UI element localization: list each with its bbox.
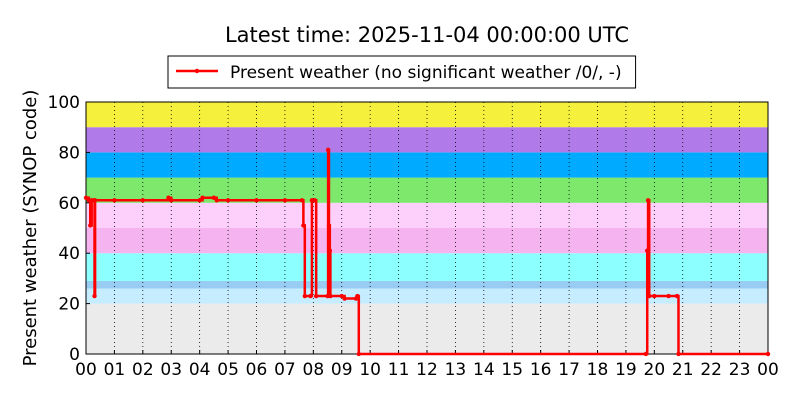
legend-marker bbox=[194, 68, 200, 74]
data-point bbox=[328, 293, 333, 299]
x-tick-label: 11 bbox=[388, 360, 410, 380]
x-tick-label: 19 bbox=[615, 360, 637, 380]
data-point bbox=[666, 293, 671, 299]
data-point bbox=[211, 195, 217, 200]
legend-label: Present weather (no significant weather … bbox=[230, 63, 622, 83]
data-point bbox=[312, 198, 317, 203]
data-point bbox=[92, 198, 98, 203]
background-band bbox=[86, 127, 768, 153]
data-point bbox=[339, 293, 344, 299]
data-point bbox=[645, 248, 650, 253]
data-point bbox=[302, 293, 308, 299]
data-point bbox=[356, 351, 361, 357]
data-point bbox=[88, 223, 93, 228]
background-band bbox=[86, 280, 768, 289]
data-point bbox=[313, 293, 319, 299]
x-tick-label: 01 bbox=[104, 360, 126, 380]
background-band bbox=[86, 253, 768, 281]
data-point bbox=[214, 198, 219, 203]
x-tick-label: 04 bbox=[189, 360, 211, 380]
y-tick-label: 60 bbox=[58, 194, 80, 214]
data-point bbox=[140, 198, 146, 203]
data-point bbox=[643, 351, 649, 357]
data-point bbox=[225, 198, 231, 203]
data-point bbox=[200, 195, 205, 200]
x-tick-label: 09 bbox=[331, 360, 353, 380]
data-point bbox=[674, 293, 680, 299]
data-point bbox=[765, 351, 771, 357]
x-tick-label: 15 bbox=[501, 360, 523, 380]
y-axis-label: Present weather (SYNOP code) bbox=[20, 90, 41, 367]
data-point bbox=[282, 198, 288, 203]
data-point bbox=[647, 293, 652, 299]
data-point bbox=[652, 293, 657, 299]
y-tick-label: 40 bbox=[58, 244, 80, 264]
x-tick-label: 05 bbox=[217, 360, 239, 380]
data-point bbox=[301, 223, 306, 228]
data-point bbox=[342, 296, 347, 301]
legend: Present weather (no significant weather … bbox=[167, 55, 637, 89]
x-tick-label: 13 bbox=[445, 360, 467, 380]
data-point bbox=[112, 198, 117, 203]
data-point bbox=[645, 198, 651, 203]
x-tick-label: 16 bbox=[530, 360, 552, 380]
y-tick-label: 0 bbox=[69, 345, 80, 365]
legend-box bbox=[167, 55, 637, 89]
data-point bbox=[92, 293, 97, 299]
x-tick-label: 02 bbox=[132, 360, 154, 380]
background-band bbox=[86, 288, 768, 304]
data-point bbox=[308, 293, 313, 299]
data-point bbox=[83, 195, 89, 200]
data-point bbox=[327, 248, 333, 253]
data-point bbox=[325, 147, 331, 153]
y-tick-label: 100 bbox=[48, 93, 80, 113]
x-tick-label: 21 bbox=[672, 360, 694, 380]
data-point bbox=[676, 351, 681, 357]
x-tick-label: 22 bbox=[700, 360, 722, 380]
data-point bbox=[197, 198, 202, 203]
x-tick-label: 20 bbox=[644, 360, 666, 380]
x-tick-label: 00 bbox=[75, 360, 97, 380]
data-point bbox=[355, 293, 360, 299]
x-tick-label: 23 bbox=[729, 360, 751, 380]
x-tick-label: 17 bbox=[558, 360, 580, 380]
x-tick-label: 18 bbox=[587, 360, 609, 380]
x-tick-label: 00 bbox=[757, 360, 779, 380]
y-tick-label: 80 bbox=[58, 143, 80, 163]
background-band bbox=[86, 303, 768, 354]
x-tick-label: 07 bbox=[274, 360, 296, 380]
x-tick-label: 08 bbox=[303, 360, 325, 380]
x-tick-label: 10 bbox=[359, 360, 381, 380]
x-tick-label: 12 bbox=[416, 360, 438, 380]
x-tick-label: 06 bbox=[246, 360, 268, 380]
data-point bbox=[166, 195, 171, 200]
background-band bbox=[86, 228, 768, 254]
background-band bbox=[86, 152, 768, 178]
data-point bbox=[299, 198, 305, 203]
chart-title: Latest time: 2025-11-04 00:00:00 UTC bbox=[225, 23, 629, 47]
y-tick-label: 20 bbox=[58, 295, 80, 315]
x-tick-label: 14 bbox=[473, 360, 495, 380]
data-point bbox=[254, 198, 259, 203]
data-point bbox=[169, 198, 174, 203]
data-point bbox=[326, 223, 332, 228]
x-tick-label: 03 bbox=[160, 360, 182, 380]
